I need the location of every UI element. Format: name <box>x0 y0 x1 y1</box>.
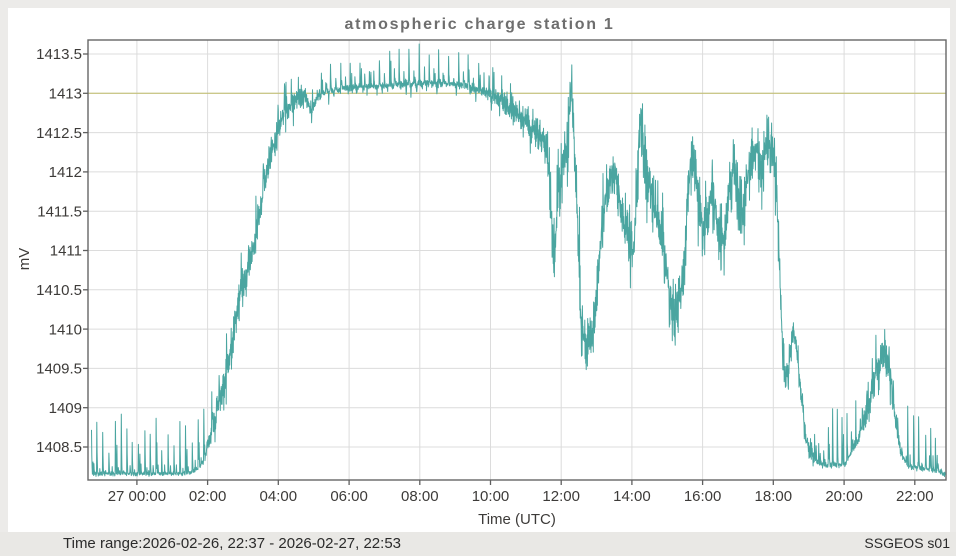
svg-text:04:00: 04:00 <box>260 488 298 505</box>
svg-text:1408.5: 1408.5 <box>36 439 82 456</box>
svg-text:12:00: 12:00 <box>542 488 580 505</box>
svg-text:14:00: 14:00 <box>613 488 651 505</box>
svg-text:1409.5: 1409.5 <box>36 361 82 378</box>
svg-text:22:00: 22:00 <box>896 488 934 505</box>
svg-text:mV: mV <box>16 248 33 271</box>
svg-text:1412: 1412 <box>49 164 82 181</box>
svg-text:06:00: 06:00 <box>330 488 368 505</box>
svg-text:1411.5: 1411.5 <box>37 203 82 220</box>
svg-text:Time (UTC): Time (UTC) <box>478 511 556 528</box>
svg-text:1409: 1409 <box>49 400 82 417</box>
svg-text:atmospheric charge station 1: atmospheric charge station 1 <box>345 16 615 33</box>
svg-text:02:00: 02:00 <box>189 488 227 505</box>
svg-text:1410.5: 1410.5 <box>36 282 82 299</box>
svg-text:20:00: 20:00 <box>825 488 863 505</box>
svg-text:08:00: 08:00 <box>401 488 439 505</box>
svg-text:10:00: 10:00 <box>472 488 510 505</box>
svg-text:27 00:00: 27 00:00 <box>108 488 166 505</box>
svg-text:1410: 1410 <box>49 321 82 338</box>
svg-text:16:00: 16:00 <box>684 488 722 505</box>
svg-text:1412.5: 1412.5 <box>36 125 82 142</box>
svg-text:1413.5: 1413.5 <box>36 46 82 63</box>
svg-text:1411: 1411 <box>50 243 82 260</box>
svg-text:18:00: 18:00 <box>755 488 793 505</box>
svg-text:1413: 1413 <box>49 86 82 103</box>
